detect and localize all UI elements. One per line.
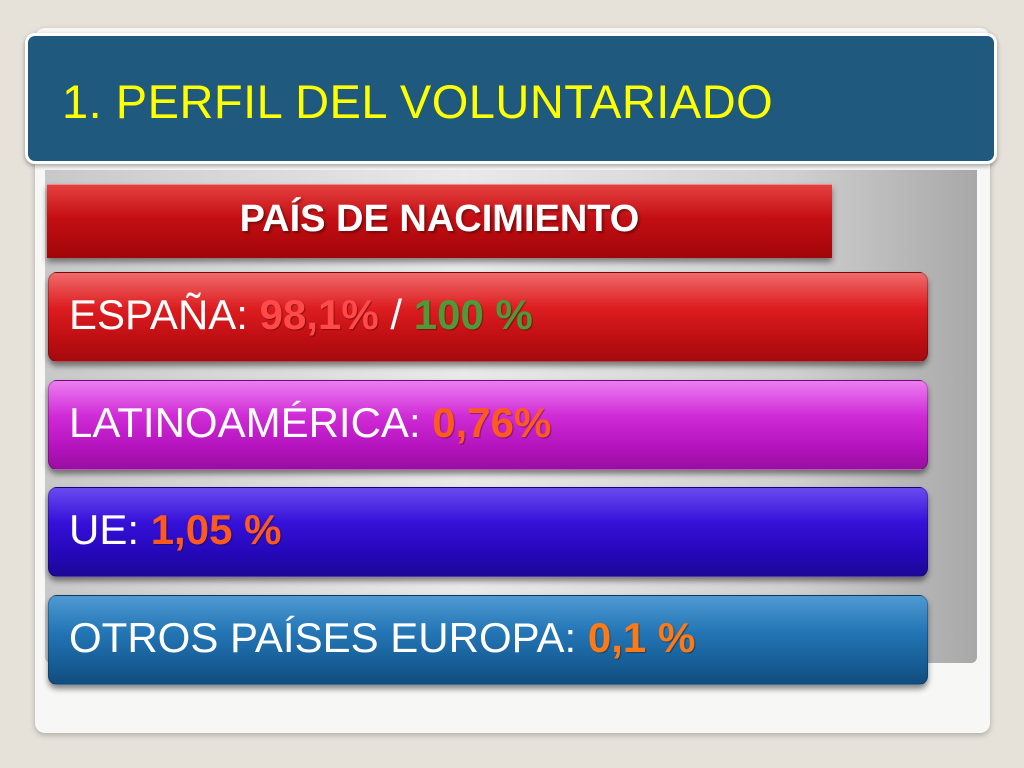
row-ue-text: UE: 1,05 % — [69, 506, 281, 554]
row-otros-value: 0,1 % — [587, 614, 696, 661]
row-latinoamerica-value: 0,76% — [432, 399, 552, 446]
slide-title: 1. PERFIL DEL VOLUNTARIADO — [62, 75, 774, 128]
row-ue: UE: 1,05 % — [48, 487, 928, 577]
row-espana-label: ESPAÑA: — [69, 291, 248, 338]
subtitle-banner: PAÍS DE NACIMIENTO — [47, 184, 832, 258]
row-latinoamerica: LATINOAMÉRICA: 0,76% — [48, 380, 928, 470]
row-otros-paises-europa: OTROS PAÍSES EUROPA: 0,1 % — [48, 595, 928, 685]
row-espana-separator: / — [390, 291, 403, 338]
row-latinoamerica-text: LATINOAMÉRICA: 0,76% — [69, 399, 551, 447]
row-espana-text: ESPAÑA: 98,1% / 100 % — [69, 291, 533, 339]
row-espana: ESPAÑA: 98,1% / 100 % — [48, 272, 928, 362]
row-espana-value-2: 100 % — [413, 291, 533, 338]
row-otros-label: OTROS PAÍSES EUROPA: — [69, 614, 577, 661]
title-bar: 1. PERFIL DEL VOLUNTARIADO — [25, 33, 997, 164]
subtitle-text: PAÍS DE NACIMIENTO — [239, 198, 640, 240]
row-espana-value: 98,1% — [259, 291, 379, 338]
row-otros-text: OTROS PAÍSES EUROPA: 0,1 % — [69, 614, 695, 662]
row-ue-value: 1,05 % — [150, 506, 282, 553]
row-ue-label: UE: — [69, 506, 140, 553]
row-latinoamerica-label: LATINOAMÉRICA: — [69, 399, 421, 446]
